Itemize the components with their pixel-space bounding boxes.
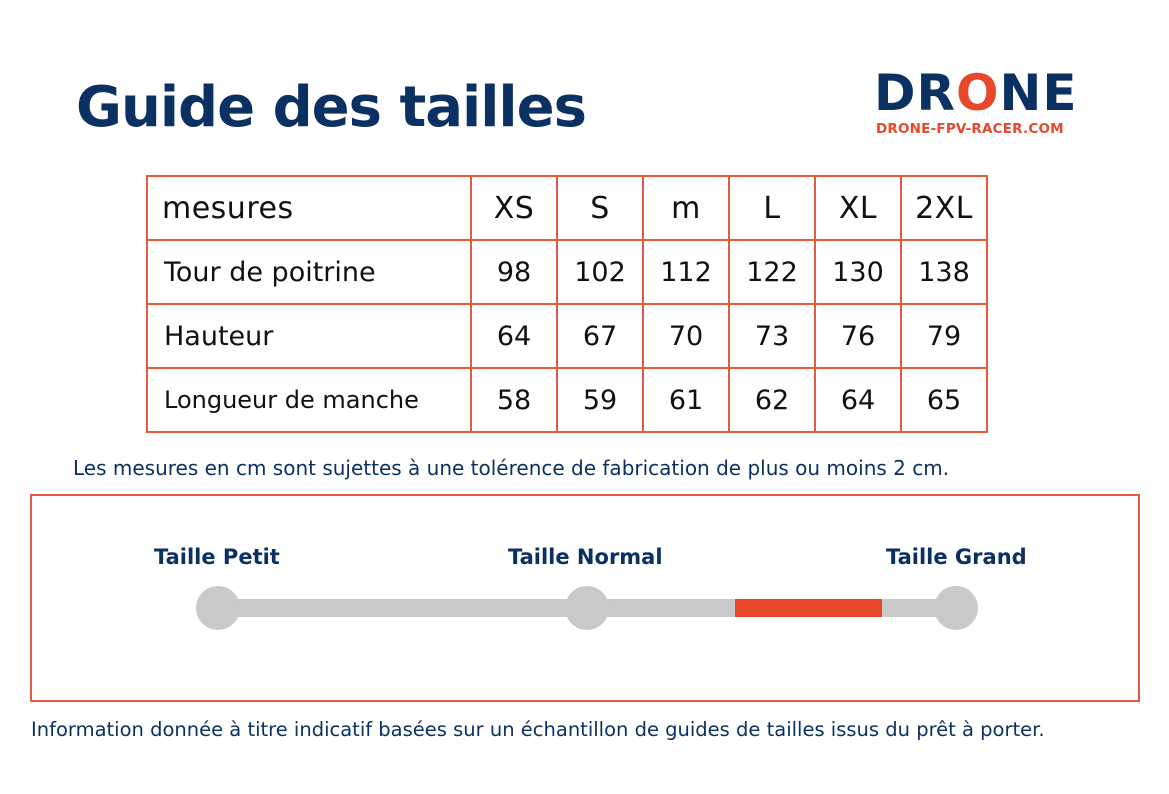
fit-knob-small	[196, 586, 240, 630]
row-label: Tour de poitrine	[146, 239, 472, 305]
row-label: Hauteur	[146, 303, 472, 369]
table-cell: 65	[900, 367, 988, 433]
table-cell: 138	[900, 239, 988, 305]
table-header-row: mesures XS S m L XL 2XL	[146, 175, 988, 241]
fit-scale-highlight	[734, 599, 883, 617]
fit-label-small: Taille Petit	[154, 545, 280, 569]
fit-scale-panel	[30, 494, 1140, 702]
table-cell: 70	[642, 303, 730, 369]
table-header-label: mesures	[146, 175, 472, 241]
table-cell: 62	[728, 367, 816, 433]
table-cell: 102	[556, 239, 644, 305]
table-cell: 59	[556, 367, 644, 433]
size-header: L	[728, 175, 816, 241]
table-cell: 67	[556, 303, 644, 369]
size-table: mesures XS S m L XL 2XL Tour de poitrine…	[146, 175, 988, 433]
table-cell: 130	[814, 239, 902, 305]
logo-wordmark: DRONE	[874, 64, 1078, 122]
fit-label-large: Taille Grand	[886, 545, 1027, 569]
fit-label-normal: Taille Normal	[508, 545, 663, 569]
table-cell: 73	[728, 303, 816, 369]
fit-knob-normal	[565, 586, 609, 630]
tolerance-note: Les mesures en cm sont sujettes à une to…	[73, 456, 950, 480]
logo-website: DRONE-FPV-RACER.COM	[876, 121, 1064, 137]
size-header: S	[556, 175, 644, 241]
disclaimer-note: Information donnée à titre indicatif bas…	[31, 718, 1045, 741]
table-cell: 112	[642, 239, 730, 305]
brand-logo: DRONE DRONE-FPV-RACER.COM	[874, 68, 1090, 140]
size-header: 2XL	[900, 175, 988, 241]
page-title: Guide des tailles	[76, 75, 587, 140]
table-cell: 76	[814, 303, 902, 369]
row-label: Longueur de manche	[146, 367, 472, 433]
table-cell: 61	[642, 367, 730, 433]
size-header: XS	[470, 175, 558, 241]
size-header: m	[642, 175, 730, 241]
fit-knob-large	[934, 586, 978, 630]
table-cell: 58	[470, 367, 558, 433]
table-cell: 64	[470, 303, 558, 369]
table-row: Longueur de manche 58 59 61 62 64 65	[146, 367, 988, 433]
table-cell: 64	[814, 367, 902, 433]
table-cell: 98	[470, 239, 558, 305]
table-row: Tour de poitrine 98 102 112 122 130 138	[146, 239, 988, 305]
size-header: XL	[814, 175, 902, 241]
table-cell: 79	[900, 303, 988, 369]
table-row: Hauteur 64 67 70 73 76 79	[146, 303, 988, 369]
table-cell: 122	[728, 239, 816, 305]
